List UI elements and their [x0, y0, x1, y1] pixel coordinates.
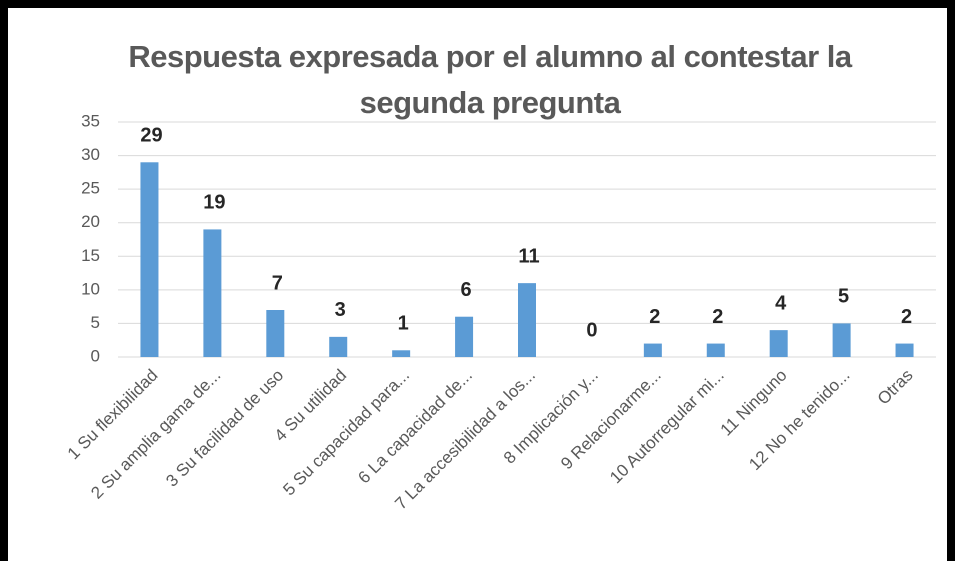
bar	[706, 343, 725, 357]
chart-title: Respuesta expresada por el alumno al con…	[128, 39, 852, 120]
x-tick-label: Otras	[874, 366, 917, 409]
data-label: 2	[901, 306, 912, 328]
bar	[266, 310, 285, 357]
data-label: 1	[398, 313, 409, 335]
data-label: 3	[335, 299, 346, 321]
bar	[203, 229, 222, 357]
y-tick-label: 30	[81, 145, 100, 164]
data-label: 19	[203, 192, 225, 214]
bar	[518, 283, 536, 357]
x-tick-label: 10 Autorregular mi...	[606, 366, 728, 488]
data-label: 7	[272, 272, 283, 294]
y-tick-label: 5	[91, 313, 100, 332]
y-tick-label: 10	[81, 279, 100, 298]
data-label: 4	[775, 292, 787, 314]
bar	[455, 316, 474, 357]
bar	[769, 330, 788, 357]
bar	[895, 343, 914, 357]
bar	[832, 323, 851, 357]
x-tick-label: 5 Su capacidad para...	[279, 366, 413, 500]
y-tick-label: 25	[81, 179, 100, 198]
data-label: 6	[461, 279, 472, 301]
y-tick-label: 15	[81, 246, 100, 265]
data-label: 2	[649, 306, 660, 328]
data-label: 5	[838, 286, 849, 308]
data-label: 11	[518, 245, 539, 267]
x-tick-label: 2 Su amplia gama de...	[87, 366, 224, 503]
y-tick-label: 35	[81, 111, 100, 130]
x-tick-label: 6 La capacidad de...	[354, 366, 476, 488]
data-label: 0	[586, 319, 597, 341]
y-tick-label: 0	[91, 346, 100, 365]
bar	[643, 343, 662, 357]
bar	[392, 350, 411, 357]
x-tick-label: 3 Su facilidad de uso	[162, 366, 287, 491]
bar	[140, 162, 159, 357]
data-label: 2	[712, 306, 723, 328]
data-label: 29	[140, 125, 162, 147]
y-tick-label: 20	[81, 212, 100, 231]
bar	[329, 336, 348, 357]
